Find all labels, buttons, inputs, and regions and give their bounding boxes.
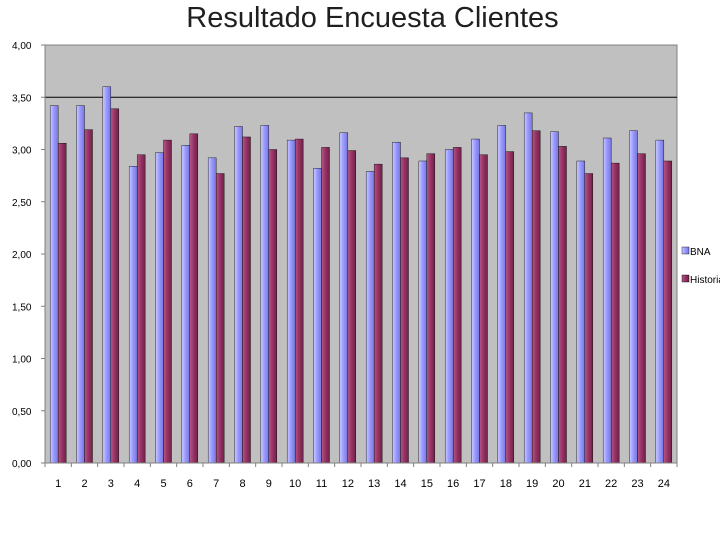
bar-historia-22 <box>610 162 620 464</box>
bar-historia-24 <box>663 160 673 464</box>
x-tick-label: 3 <box>108 478 114 490</box>
bar-bna-24 <box>655 139 665 464</box>
x-tick-label: 2 <box>81 478 87 490</box>
x-tick-label: 22 <box>605 478 617 490</box>
bar-historia-20 <box>558 146 567 464</box>
x-tick-label: 16 <box>447 478 459 490</box>
x-tick-label: 1 <box>55 478 61 490</box>
bar-historia-19 <box>531 130 541 464</box>
x-tick-label: 5 <box>160 478 166 490</box>
bar-historia-3 <box>110 108 120 464</box>
bar-historia-14 <box>400 157 409 464</box>
bar-historia-6 <box>189 133 199 464</box>
x-tick-label: 21 <box>579 478 591 490</box>
x-tick-label: 4 <box>134 478 140 490</box>
y-axis: 0,00 0,50 1,00 1,50 2,00 2,50 3,00 3,50 4,00 <box>12 41 46 470</box>
bar-bna-15 <box>418 160 428 464</box>
bars <box>49 86 673 464</box>
x-tick-label: 19 <box>526 478 538 490</box>
bar-historia-12 <box>347 150 357 464</box>
bar-bna-16 <box>444 149 454 464</box>
bar-bna-12 <box>339 132 349 464</box>
bar-historia-15 <box>426 153 436 464</box>
y-tick-label: 0,50 <box>12 407 32 418</box>
chart-title: Resultado Encuesta Clientes <box>186 2 559 34</box>
bar-bna-5 <box>155 152 164 464</box>
bar-bna-14 <box>392 141 401 464</box>
y-tick-label: 0,00 <box>12 459 32 470</box>
x-tick-label: 6 <box>187 478 193 490</box>
x-tick-label: 10 <box>289 478 301 490</box>
x-tick-label: 14 <box>394 478 406 490</box>
bar-bna-9 <box>260 125 270 464</box>
bar-bna-3 <box>102 86 112 464</box>
y-tick-label: 1,50 <box>12 302 32 313</box>
bar-bna-1 <box>49 105 59 464</box>
legend-label-bna: BNA <box>690 247 711 258</box>
bar-bna-23 <box>629 130 638 464</box>
bar-historia-2 <box>84 129 93 464</box>
legend-label-historia: Historia <box>690 275 720 286</box>
bar-historia-11 <box>321 147 330 464</box>
bar-historia-7 <box>215 173 225 464</box>
x-tick-label: 8 <box>239 478 245 490</box>
bar-historia-10 <box>294 138 304 464</box>
x-tick-label: 9 <box>266 478 272 490</box>
bar-historia-5 <box>163 139 172 464</box>
bar-bna-4 <box>128 166 138 464</box>
bar-historia-13 <box>373 163 383 464</box>
bar-bna-20 <box>550 131 559 464</box>
x-tick-label: 17 <box>473 478 485 490</box>
bar-bna-7 <box>207 157 217 464</box>
y-tick-label: 2,00 <box>12 250 32 261</box>
y-tick-label: 3,00 <box>12 146 32 157</box>
bar-historia-18 <box>505 151 515 464</box>
bar-bna-18 <box>497 125 507 464</box>
x-tick-label: 13 <box>368 478 380 490</box>
legend-swatch-bna <box>681 246 690 255</box>
bar-bna-6 <box>181 145 191 464</box>
legend-swatch-historia <box>681 274 690 283</box>
bar-historia-9 <box>268 149 278 464</box>
x-tick-label: 12 <box>342 478 354 490</box>
y-tick-label: 2,50 <box>12 198 32 209</box>
bar-historia-1 <box>57 143 67 464</box>
y-tick-label: 4,00 <box>12 41 32 52</box>
plot-area <box>44 44 678 464</box>
x-axis: 1 2 3 4 5 6 7 8 9 10 11 12 13 14 15 16 17 18 19 20 21 22 23 24 <box>44 462 678 490</box>
bar-bna-11 <box>313 168 322 464</box>
bar-historia-16 <box>452 147 462 464</box>
bar-bna-17 <box>471 138 480 464</box>
x-tick-label: 11 <box>316 478 327 490</box>
y-tick-label: 1,00 <box>12 355 32 366</box>
legend: BNA Historia <box>681 246 720 286</box>
bar-historia-23 <box>637 153 646 464</box>
bar-historia-8 <box>242 136 251 464</box>
bar-bna-10 <box>286 139 296 464</box>
bar-historia-21 <box>584 173 594 464</box>
x-tick-label: 18 <box>500 478 512 490</box>
bar-bna-22 <box>602 137 612 464</box>
bar-bna-2 <box>76 105 85 464</box>
x-tick-label: 7 <box>213 478 219 490</box>
x-tick-label: 15 <box>421 478 433 490</box>
bar-bna-21 <box>576 160 586 464</box>
bar-bna-8 <box>234 126 243 464</box>
bar-bna-13 <box>365 171 375 464</box>
bar-historia-4 <box>136 154 146 464</box>
x-tick-label: 20 <box>552 478 564 490</box>
bar-historia-17 <box>479 154 488 464</box>
y-tick-label: 3,50 <box>12 93 32 104</box>
bar-bna-19 <box>523 112 533 464</box>
x-tick-label: 23 <box>631 478 643 490</box>
x-tick-label: 24 <box>658 478 670 490</box>
